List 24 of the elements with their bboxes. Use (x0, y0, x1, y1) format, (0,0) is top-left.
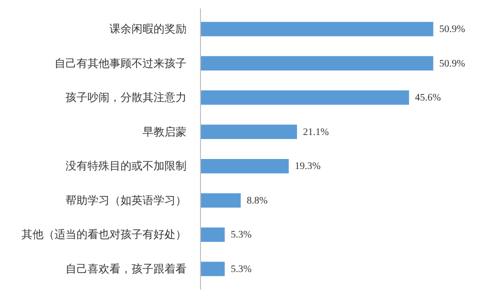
y-tick-label: 课余闲暇的奖励 (110, 22, 186, 36)
bar (200, 262, 225, 276)
data-label: 8.8% (246, 195, 268, 206)
bar (200, 193, 241, 208)
bar (200, 90, 410, 105)
bar (200, 158, 289, 174)
y-tick-label: 早教启蒙 (142, 125, 186, 138)
data-label: 5.3% (230, 264, 252, 275)
y-tick-label: 帮助学习（如英语学习） (66, 194, 186, 207)
bar (200, 124, 297, 140)
data-label: 50.9% (439, 24, 466, 36)
y-tick-label: 其他（适当的看也对孩子有好处） (22, 228, 186, 242)
y-tick-label: 没有特殊目的或不加限制 (66, 160, 186, 173)
data-label: 45.6% (415, 92, 441, 104)
bar (200, 56, 434, 71)
y-tick-label: 孩子吵闹，分散其注意力 (66, 91, 186, 104)
y-tick-label: 自己喜欢看，孩子跟着看 (66, 262, 186, 276)
bar (200, 22, 434, 36)
data-label: 50.9% (439, 58, 466, 70)
data-label: 19.3% (294, 161, 321, 172)
data-label: 21.1% (303, 126, 329, 138)
y-tick-label: 自己有其他事顾不过来孩子 (54, 56, 186, 70)
data-label: 5.3% (230, 230, 252, 241)
bar (200, 227, 225, 242)
